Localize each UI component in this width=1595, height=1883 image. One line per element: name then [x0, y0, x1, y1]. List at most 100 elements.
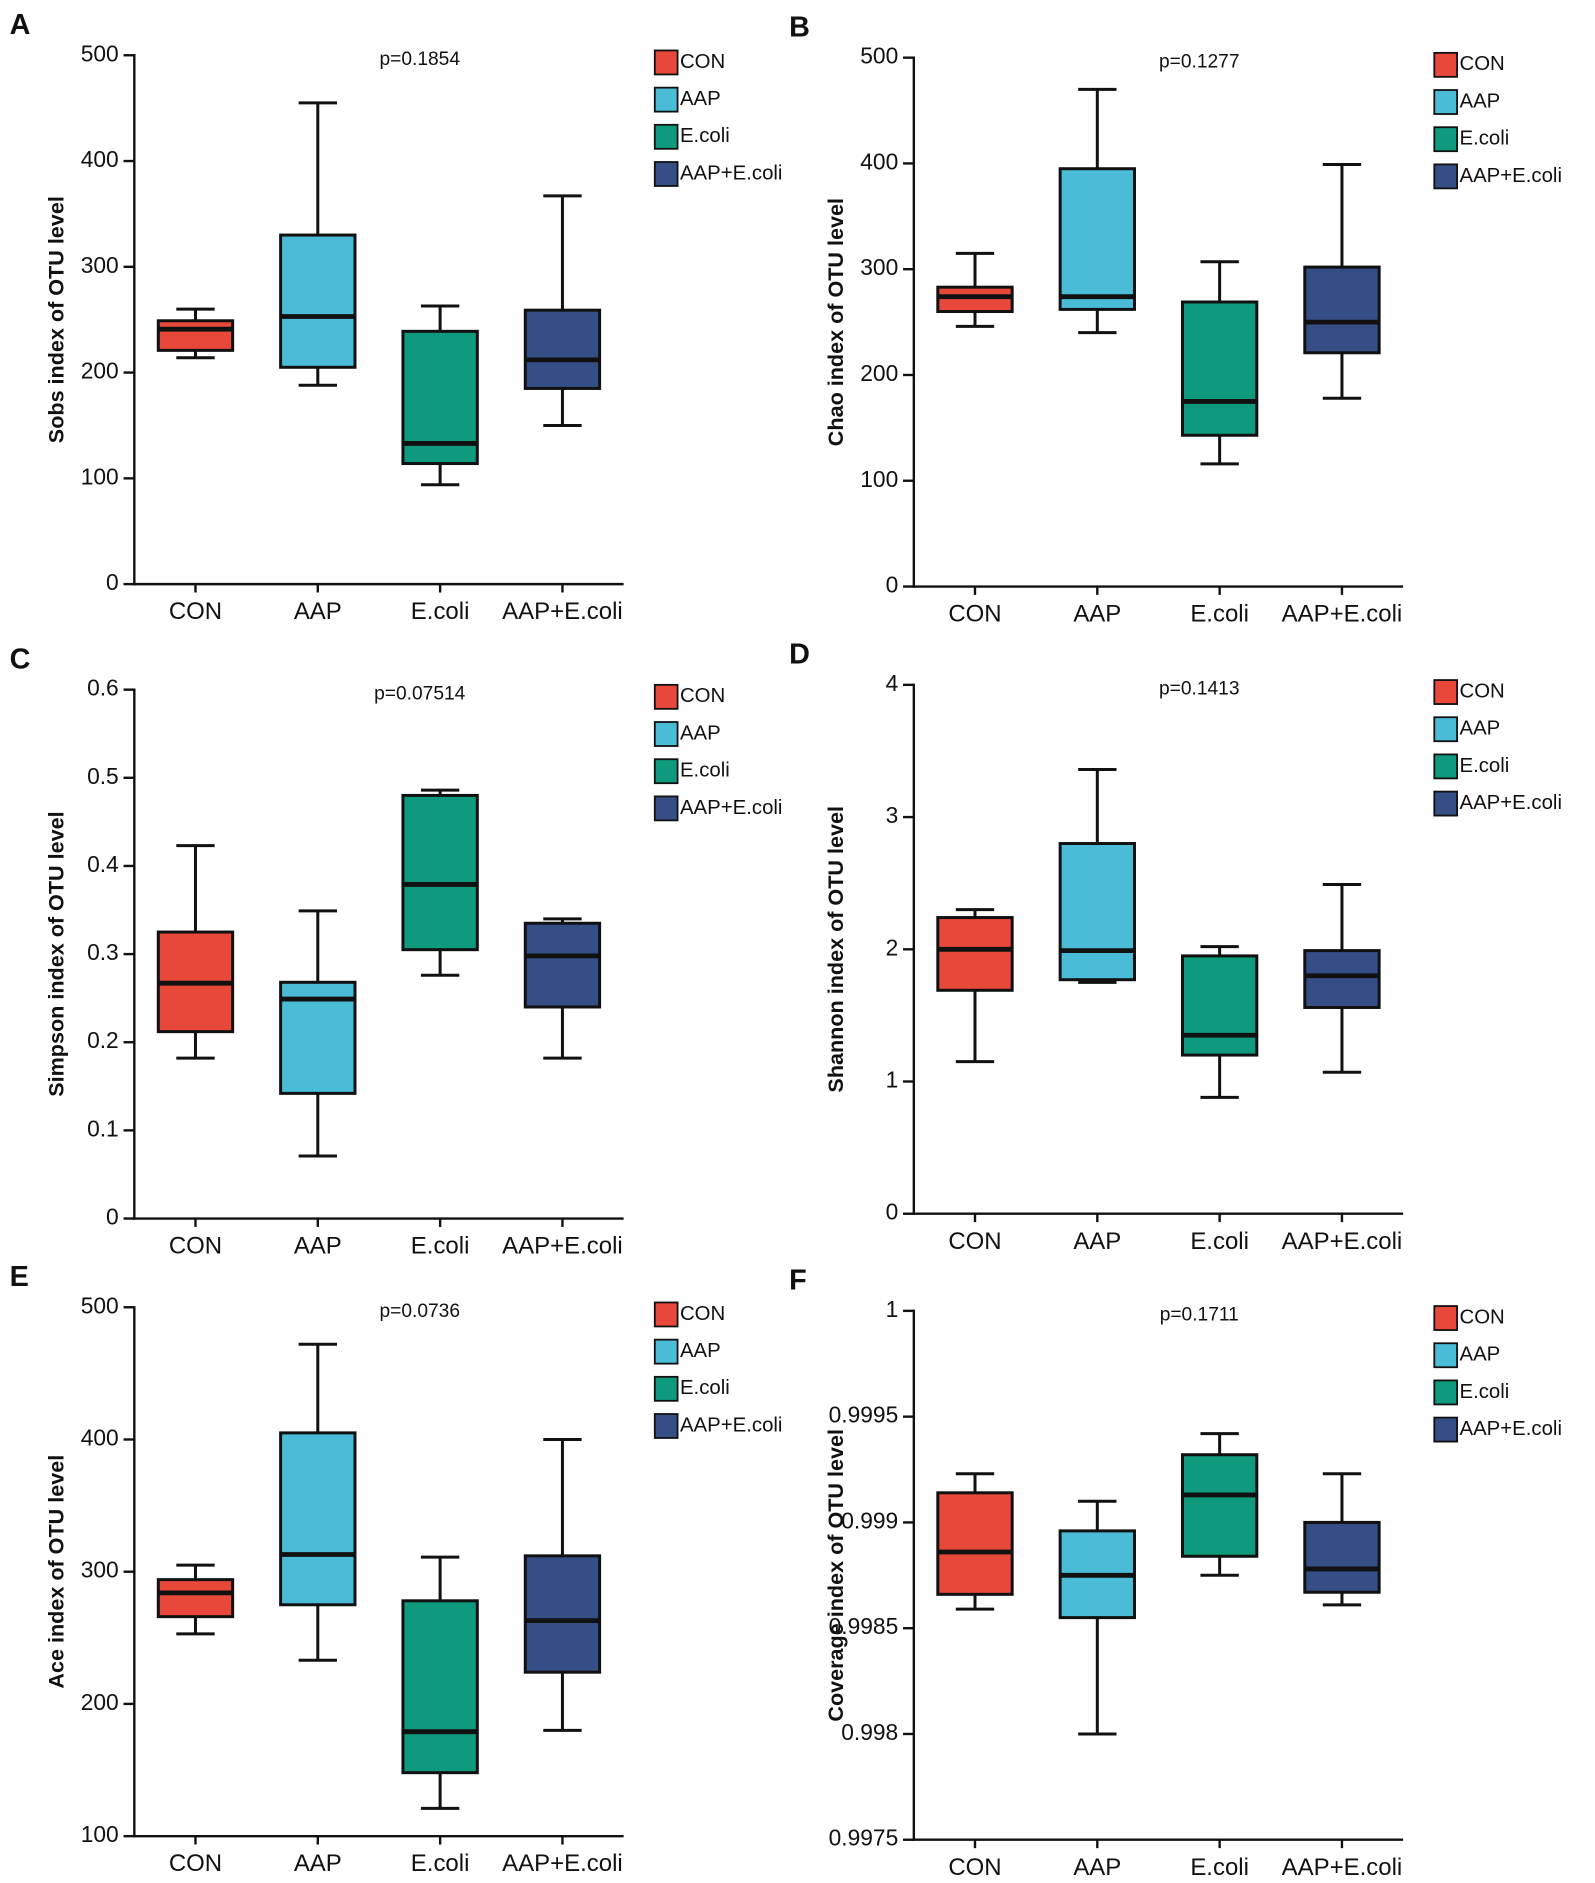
y-tick-label: 0 — [106, 569, 119, 595]
y-tick-label: 500 — [81, 40, 119, 66]
box — [1180, 300, 1259, 437]
legend-swatch — [653, 721, 679, 747]
y-tick-label: 300 — [81, 252, 119, 278]
legend-label: AAP+E.coli — [680, 162, 783, 184]
box — [401, 793, 479, 952]
x-tick-label: E.coli — [1190, 1854, 1249, 1881]
p-value: p=0.1277 — [1159, 52, 1240, 73]
legend-label: AAP+E.coli — [680, 1414, 783, 1436]
y-tick-label: 4 — [886, 670, 899, 696]
y-tick-label: 0.9995 — [829, 1402, 899, 1428]
y-axis-label: Sobs index of OTU level — [43, 196, 68, 443]
legend-label: CON — [1459, 53, 1504, 75]
panel-letter: B — [789, 11, 810, 43]
box — [936, 285, 1014, 314]
x-tick-label: AAP — [1073, 601, 1121, 628]
box — [401, 1599, 479, 1775]
y-tick-label: 1 — [886, 1296, 899, 1322]
y-tick-label: 200 — [860, 360, 898, 386]
legend-label: AAP — [680, 1340, 721, 1362]
x-tick-label: AAP — [1073, 1854, 1121, 1881]
y-tick-label: 400 — [81, 146, 119, 172]
y-tick-label: 0 — [106, 1204, 119, 1230]
legend-label: AAP — [1459, 1344, 1500, 1366]
x-tick-label: CON — [169, 1850, 222, 1877]
y-tick-label: 2 — [886, 934, 899, 960]
p-value: p=0.1854 — [379, 49, 460, 70]
box — [936, 916, 1014, 992]
y-tick-label: 1 — [886, 1067, 899, 1093]
y-tick-label: 300 — [81, 1557, 119, 1583]
legend-label: AAP — [1459, 90, 1500, 112]
y-tick-label: 200 — [81, 358, 119, 384]
legend-swatch — [1433, 716, 1458, 743]
y-tick-label: 100 — [860, 466, 898, 492]
y-axis-label: Shannon index of OTU level — [823, 806, 848, 1093]
box — [1303, 949, 1381, 1009]
y-tick-label: 0 — [886, 1199, 899, 1225]
legend-swatch — [653, 1375, 679, 1402]
legend-label: AAP — [680, 88, 721, 110]
legend-label: E.coli — [680, 760, 730, 782]
x-tick-label: AAP — [1073, 1228, 1121, 1255]
x-tick-label: CON — [948, 601, 1001, 628]
legend-swatch — [1433, 790, 1458, 817]
legend-swatch — [1433, 126, 1458, 153]
legend-swatch — [1433, 753, 1458, 780]
y-tick-label: 0 — [886, 572, 899, 598]
x-tick-label: AAP+E.coli — [502, 598, 623, 625]
y-tick-label: 3 — [886, 802, 899, 828]
y-tick-label: 500 — [81, 1292, 119, 1318]
y-axis-label: Simpson index of OTU level — [43, 811, 68, 1096]
legend-swatch — [1433, 1305, 1458, 1331]
y-tick-label: 0.998 — [841, 1719, 898, 1745]
x-tick-label: AAP — [294, 1850, 342, 1877]
y-tick-label: 100 — [81, 463, 119, 489]
legend-label: AAP — [680, 722, 721, 744]
x-tick-label: E.coli — [411, 1850, 470, 1877]
legend-swatch — [1433, 89, 1458, 115]
legend-label: E.coli — [680, 1377, 730, 1399]
legend-label: AAP+E.coli — [1459, 792, 1562, 814]
panel-letter: C — [10, 643, 31, 675]
x-tick-label: AAP+E.coli — [502, 1850, 623, 1877]
x-tick-label: AAP — [294, 1233, 342, 1260]
x-tick-label: E.coli — [411, 1233, 470, 1260]
legend-swatch — [653, 1413, 679, 1439]
legend-swatch — [653, 49, 679, 76]
y-axis-label: Chao index of OTU level — [823, 198, 848, 446]
y-tick-label: 100 — [81, 1821, 119, 1847]
p-value: p=0.1711 — [1160, 1305, 1239, 1326]
box — [1303, 1520, 1381, 1594]
y-tick-label: 400 — [81, 1425, 119, 1451]
legend-label: CON — [680, 1303, 725, 1325]
y-axis-label: Ace index of OTU level — [43, 1455, 68, 1689]
x-tick-label: CON — [948, 1854, 1001, 1881]
legend-label: CON — [680, 685, 725, 707]
legend-label: E.coli — [1459, 128, 1509, 150]
legend-swatch — [653, 795, 679, 822]
legend-swatch — [1433, 1379, 1458, 1406]
box — [1180, 954, 1259, 1057]
box — [523, 921, 602, 1009]
legend-swatch — [653, 1338, 679, 1365]
panel-letter: E — [10, 1261, 29, 1293]
legend-label: AAP — [1459, 718, 1500, 740]
legend-label: CON — [1459, 1306, 1504, 1328]
x-tick-label: E.coli — [1190, 601, 1249, 628]
p-value: p=0.07514 — [374, 684, 465, 705]
legend-swatch — [653, 86, 679, 113]
box — [1180, 1453, 1259, 1558]
legend-label: AAP+E.coli — [1459, 1418, 1562, 1440]
x-tick-label: AAP+E.coli — [1282, 1854, 1403, 1881]
box — [523, 308, 602, 390]
y-tick-label: 0.5 — [87, 763, 119, 789]
y-tick-label: 0.4 — [87, 851, 119, 877]
legend-swatch — [653, 123, 679, 150]
x-tick-label: CON — [169, 1233, 222, 1260]
y-tick-label: 0.9975 — [829, 1825, 899, 1851]
legend-swatch — [1433, 679, 1458, 705]
legend-swatch — [1433, 1416, 1458, 1443]
panel-letter: F — [789, 1265, 807, 1297]
